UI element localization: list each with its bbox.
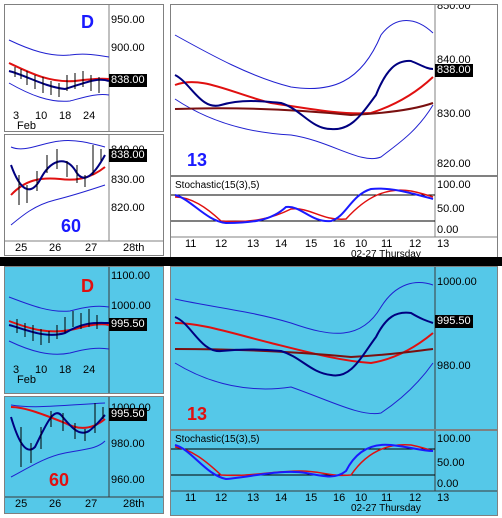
top-daily-ytick-1: 950.00 (111, 14, 145, 26)
bottom-stochastic-plot (171, 431, 497, 492)
top-xtick-5: 15 (305, 238, 318, 250)
bottom-daily-ytick-1: 1100.00 (111, 270, 150, 282)
top-daily-xtick-1: 3 (13, 110, 20, 122)
bottom-xtick-6: 16 (333, 492, 346, 504)
top-hourly-current-price: 838.00 (109, 149, 147, 162)
top-intraday-label: 13 (187, 150, 208, 170)
bottom-xtick-4: 14 (275, 492, 288, 504)
top-date-label: 02-27 Thursday (351, 249, 421, 258)
bottom-hourly-plot (5, 397, 163, 498)
bottom-stochastic-title: Stochastic(15(3),5) (175, 434, 260, 445)
top-hourly-ytick-2: 830.00 (111, 174, 145, 186)
bottom-hourly-current-price: 995.50 (109, 408, 147, 421)
bottom-daily-xtick-1: 3 (13, 364, 20, 376)
top-stochastic-plot (171, 177, 497, 238)
bottom-daily-label: D (81, 276, 94, 296)
top-intraday-ytick-top: 850.00 (437, 4, 471, 12)
bottom-daily-chart: D 1100.00 1000.00 995.50 3 10 18 24 Feb (4, 266, 164, 394)
top-hourly-ytick-3: 820.00 (111, 202, 145, 214)
top-hourly-xtick-3: 27 (85, 242, 98, 254)
top-daily-ytick-2: 900.00 (111, 42, 145, 54)
bottom-xtick-7: 10 (355, 492, 368, 504)
top-stoch-ytick-1: 100.00 (437, 179, 471, 191)
top-stoch-ytick-2: 50.00 (437, 203, 465, 215)
bottom-daily-current-price: 995.50 (109, 318, 147, 331)
bottom-xtick-9: 12 (409, 492, 422, 504)
bottom-xtick-3: 13 (247, 492, 260, 504)
top-daily-month: Feb (17, 120, 36, 132)
top-xtick-2: 12 (215, 238, 228, 250)
top-daily-xtick-3: 18 (59, 110, 72, 122)
top-daily-current-price: 838.00 (109, 74, 147, 87)
top-daily-xtick-4: 24 (83, 110, 96, 122)
bottom-hourly-chart: 1000.00 995.50 980.00 960.00 60 25 26 27… (4, 396, 164, 514)
bottom-intraday-ytick-1: 1000.00 (437, 276, 477, 288)
bottom-intraday-current-price: 995.50 (435, 315, 473, 328)
bottom-xtick-5: 15 (305, 492, 318, 504)
bottom-date-label: 02-27 Thursday (351, 503, 421, 514)
bottom-intraday-plot (174, 267, 436, 429)
bottom-daily-xtick-2: 10 (35, 364, 48, 376)
top-daily-xtick-2: 10 (35, 110, 48, 122)
top-xtick-9: 12 (409, 238, 422, 250)
top-stochastic-title: Stochastic(15(3),5) (175, 180, 260, 191)
bottom-intraday-label: 13 (187, 404, 208, 424)
top-xtick-6: 16 (333, 238, 346, 250)
top-hourly-xtick-4: 28th (123, 242, 145, 254)
bottom-hourly-xtick-2: 26 (49, 498, 62, 510)
top-intraday-ytick-3: 820.00 (437, 158, 471, 170)
top-daily-chart: D 950.00 900.00 838.00 3 10 18 24 Feb (4, 4, 164, 132)
bottom-xtick-1: 11 (185, 492, 197, 504)
top-daily-label: D (81, 12, 94, 32)
top-hourly-xtick-1: 25 (15, 242, 28, 254)
top-hourly-label: 60 (61, 216, 82, 236)
top-stochastic-panel: Stochastic(15(3),5) 100.00 50.00 0.00 11… (170, 176, 498, 258)
top-daily-plot (8, 5, 110, 131)
bottom-hourly-ytick-2: 980.00 (111, 438, 145, 450)
top-intraday-current-price: 838.00 (435, 64, 473, 77)
bottom-hourly-xtick-3: 27 (85, 498, 98, 510)
bottom-hourly-xtick-4: 28th (123, 498, 145, 510)
bottom-daily-xtick-3: 18 (59, 364, 72, 376)
bottom-intraday-ytick-2: 980.00 (437, 360, 471, 372)
top-stoch-ytick-3: 0.00 (437, 224, 459, 236)
top-intraday-chart: 850.00 840.00 838.00 830.00 820.00 13 (170, 4, 498, 176)
top-hourly-chart: 840.00 838.00 830.00 820.00 60 25 26 27 … (4, 134, 164, 256)
bottom-daily-month: Feb (17, 374, 36, 386)
bottom-stoch-ytick-1: 100.00 (437, 433, 471, 445)
top-intraday-ytick-1: 840.00 (437, 54, 471, 66)
top-xtick-3: 13 (247, 238, 260, 250)
bottom-daily-plot (8, 267, 110, 393)
bottom-stoch-ytick-3: 0.00 (437, 478, 459, 490)
top-xtick-7: 10 (355, 238, 368, 250)
top-xtick-10: 13 (437, 238, 450, 250)
top-xtick-8: 11 (381, 238, 393, 250)
bottom-daily-ytick-2: 1000.00 (111, 300, 151, 312)
top-xtick-1: 11 (185, 238, 197, 250)
top-hourly-xtick-2: 26 (49, 242, 62, 254)
top-xtick-4: 14 (275, 238, 288, 250)
bottom-xtick-2: 12 (215, 492, 228, 504)
bottom-hourly-xtick-1: 25 (15, 498, 28, 510)
bottom-stochastic-panel: Stochastic(15(3),5) 100.00 50.00 0.00 11… (170, 430, 498, 516)
bottom-hourly-ytick-3: 960.00 (111, 474, 145, 486)
bottom-xtick-8: 11 (381, 492, 393, 504)
top-intraday-ytick-2: 830.00 (437, 108, 471, 120)
top-intraday-plot (174, 5, 436, 175)
section-divider (0, 257, 502, 266)
bottom-hourly-label: 60 (49, 470, 70, 490)
bottom-xtick-10: 13 (437, 492, 450, 504)
bottom-stoch-ytick-2: 50.00 (437, 457, 465, 469)
bottom-intraday-chart: 1000.00 995.50 980.00 13 (170, 266, 498, 430)
bottom-daily-xtick-4: 24 (83, 364, 96, 376)
